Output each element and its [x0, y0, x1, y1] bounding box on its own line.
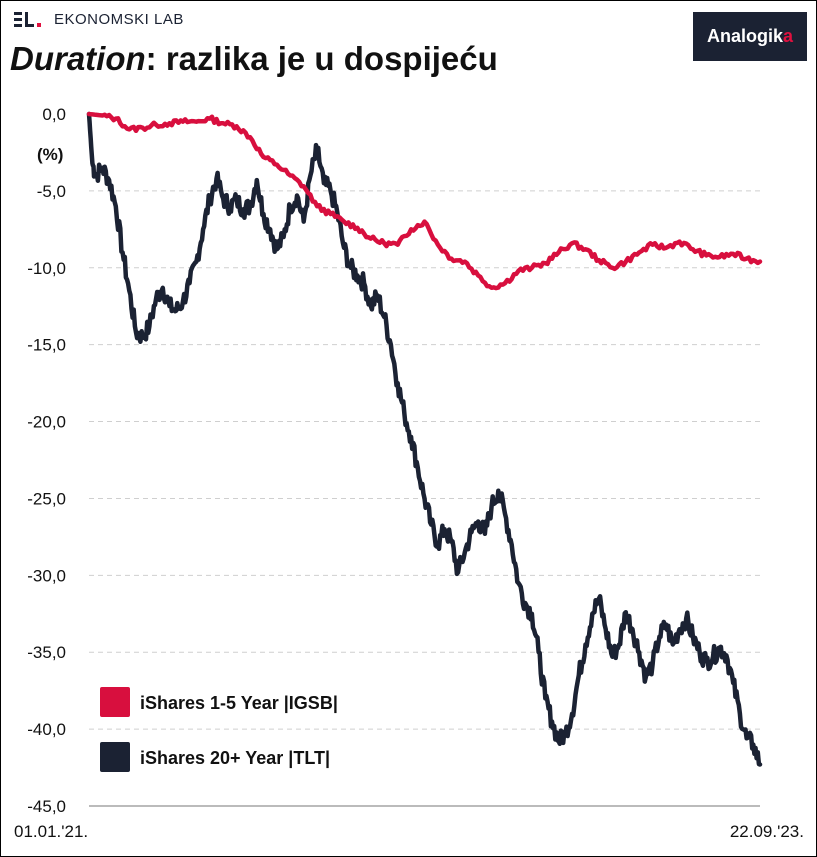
y-tick-label: -20,0 [27, 413, 66, 432]
y-tick-label: -40,0 [27, 720, 66, 739]
x-tick-start: 01.01.'21. [14, 822, 88, 841]
title-italic-part: Duration [10, 40, 146, 77]
x-tick-end: 22.09.'23. [730, 822, 804, 841]
y-tick-label: -35,0 [27, 643, 66, 662]
legend-label-igsb: iShares 1-5 Year |IGSB| [140, 693, 338, 713]
legend-label-tlt: iShares 20+ Year |TLT| [140, 748, 330, 768]
legend-swatch-tlt [100, 742, 130, 772]
legend: iShares 1-5 Year |IGSB| iShares 20+ Year… [100, 687, 338, 772]
page-title: Duration: razlika je u dospijeću [10, 40, 498, 78]
y-axis-unit-label: (%) [37, 145, 63, 164]
brand-name: EKONOMSKI LAB [54, 10, 184, 28]
y-tick-label: -5,0 [37, 182, 66, 201]
series-line-tlt [86, 111, 763, 767]
analogika-logo-text: Analogik [706, 26, 783, 46]
y-tick-label: -30,0 [27, 566, 66, 585]
analogika-logo-accent: a [783, 26, 794, 46]
series-lines [86, 111, 763, 767]
title-rest: : razlika je u dospijeću [145, 40, 498, 77]
ekonomski-lab-logo-icon [14, 12, 41, 27]
y-tick-label: -25,0 [27, 489, 66, 508]
y-tick-label: -15,0 [27, 336, 66, 355]
y-tick-label: 0,0 [42, 105, 66, 124]
analogika-logo: Analogik a [693, 12, 807, 61]
y-axis-tick-labels: 0,0 -5,0 -10,0 -15,0 -20,0 -25,0 -30,0 -35,0 -40… [27, 105, 66, 816]
y-tick-label: -45,0 [27, 797, 66, 816]
series-line-igsb [86, 111, 763, 291]
brand-logo: EKONOMSKI LAB [14, 10, 184, 28]
y-tick-label: -10,0 [27, 259, 66, 278]
legend-swatch-igsb [100, 687, 130, 717]
